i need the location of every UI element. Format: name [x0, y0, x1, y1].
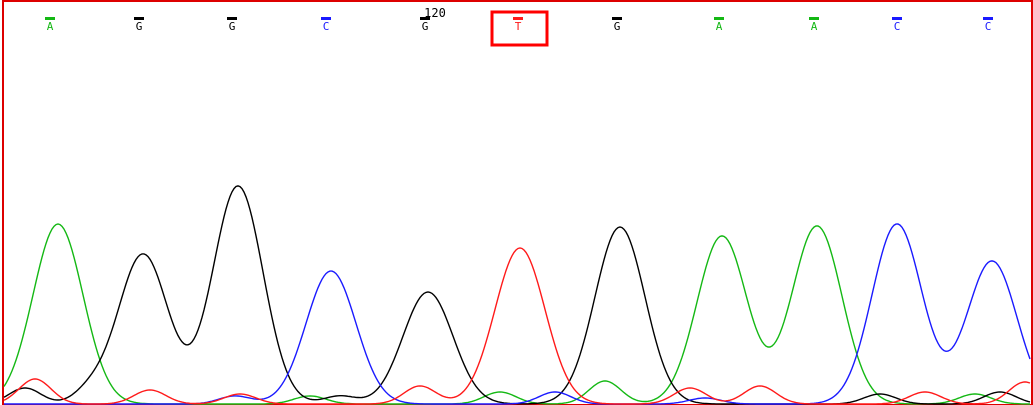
base-call[interactable]: G — [612, 17, 622, 33]
trace-layer — [3, 185, 1031, 405]
base-call-letter: T — [515, 20, 522, 33]
base-call-tick — [420, 17, 430, 20]
trace-c — [4, 223, 1031, 405]
base-call-letter: A — [716, 20, 723, 33]
base-call[interactable]: G — [134, 17, 144, 33]
base-call[interactable]: G — [420, 17, 430, 33]
base-call-letter: C — [894, 20, 901, 33]
base-call-letter: G — [422, 20, 429, 33]
trace-t — [3, 247, 1031, 405]
base-call[interactable]: T — [513, 17, 523, 33]
base-call-tick — [983, 17, 993, 20]
base-call[interactable]: A — [714, 17, 724, 33]
base-call-tick — [612, 17, 622, 20]
base-call-tick — [45, 17, 55, 20]
base-call[interactable]: C — [892, 17, 902, 33]
base-call-tick — [714, 17, 724, 20]
base-call-tick — [892, 17, 902, 20]
base-call[interactable]: A — [45, 17, 55, 33]
base-call-tick — [513, 17, 523, 20]
base-call[interactable]: C — [321, 17, 331, 33]
base-call-tick — [227, 17, 237, 20]
base-call-tick — [809, 17, 819, 20]
base-call-letter: A — [47, 20, 54, 33]
base-call-letter: C — [985, 20, 992, 33]
base-call-letter: A — [811, 20, 818, 33]
base-call-tick — [321, 17, 331, 20]
base-call[interactable]: A — [809, 17, 819, 33]
base-call-letter: G — [229, 20, 236, 33]
base-call-letter: C — [323, 20, 330, 33]
base-call-tick — [134, 17, 144, 20]
base-call[interactable]: C — [983, 17, 993, 33]
base-call[interactable]: G — [227, 17, 237, 33]
base-call-letter: G — [614, 20, 621, 33]
base-call-letter: G — [136, 20, 143, 33]
selected-base-box[interactable] — [490, 10, 549, 47]
position-label: 120 — [424, 6, 446, 20]
